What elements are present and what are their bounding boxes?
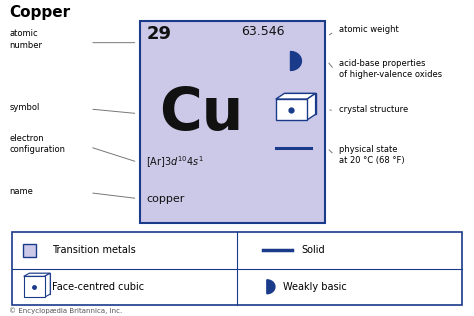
Text: © Encyclopædia Britannica, Inc.: © Encyclopædia Britannica, Inc. (9, 307, 123, 314)
Text: Face-centred cubic: Face-centred cubic (52, 282, 144, 292)
Polygon shape (267, 280, 275, 294)
FancyBboxPatch shape (140, 21, 325, 223)
Polygon shape (284, 94, 316, 114)
FancyBboxPatch shape (23, 244, 36, 257)
Text: name: name (9, 187, 33, 196)
FancyBboxPatch shape (12, 232, 462, 305)
Polygon shape (307, 94, 316, 120)
Text: Weakly basic: Weakly basic (283, 282, 347, 292)
Polygon shape (29, 273, 50, 294)
Text: 63.546: 63.546 (242, 25, 285, 38)
Text: atomic
number: atomic number (9, 29, 43, 50)
Text: Transition metals: Transition metals (52, 246, 136, 255)
Text: symbol: symbol (9, 103, 40, 112)
Text: Cu: Cu (159, 85, 243, 142)
Text: acid-base properties
of higher-valence oxides: acid-base properties of higher-valence o… (339, 59, 442, 79)
Text: $\rm [Ar]3\mathit{d}^{10}4\mathit{s}^{1}$: $\rm [Ar]3\mathit{d}^{10}4\mathit{s}^{1}… (146, 154, 204, 170)
Polygon shape (24, 276, 45, 297)
Polygon shape (45, 273, 50, 297)
Text: 29: 29 (147, 25, 172, 43)
Polygon shape (276, 99, 307, 120)
Text: crystal structure: crystal structure (339, 106, 408, 114)
Polygon shape (276, 94, 316, 99)
Text: physical state
at 20 °C (68 °F): physical state at 20 °C (68 °F) (339, 145, 404, 165)
Polygon shape (291, 52, 301, 70)
Text: copper: copper (146, 193, 184, 204)
Text: electron
configuration: electron configuration (9, 134, 65, 154)
Text: Copper: Copper (9, 5, 71, 20)
Text: Solid: Solid (301, 246, 325, 255)
Polygon shape (24, 273, 50, 276)
Text: atomic weight: atomic weight (339, 25, 399, 33)
